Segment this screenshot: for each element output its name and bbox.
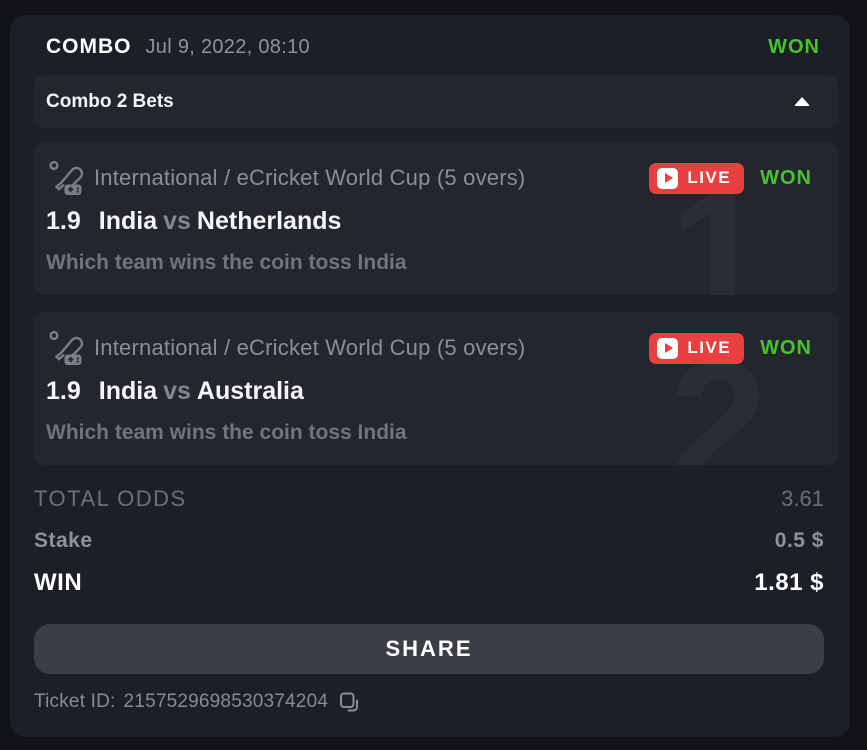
bet-ticket-card: COMBO Jul 9, 2022, 08:10 WON Combo 2 Bet…: [10, 15, 850, 737]
combo-collapse-bar[interactable]: Combo 2 Bets: [34, 75, 838, 128]
bet-match-line: 1.9 India vs Australia: [46, 377, 812, 406]
ecricket-icon: [49, 330, 84, 365]
away-team: Netherlands: [196, 207, 342, 235]
play-icon: [657, 337, 679, 359]
live-badge-label: LIVE: [687, 338, 732, 357]
ticket-id-row: Ticket ID: 2157529698530374204: [34, 691, 824, 713]
bet-status-badge: WON: [760, 336, 812, 359]
play-icon: [657, 167, 679, 189]
vs-label: vs: [163, 377, 191, 405]
bet-market: Which team wins the coin toss India: [46, 251, 407, 274]
share-button[interactable]: SHARE: [34, 624, 824, 674]
stake-value: 0.5 $: [774, 529, 824, 552]
win-row: WIN 1.81 $: [34, 562, 824, 604]
total-odds-value: 3.61: [781, 486, 824, 511]
ecricket-icon: [49, 160, 84, 195]
win-value: 1.81 $: [754, 569, 824, 596]
combo-bar-title: Combo 2 Bets: [46, 90, 174, 112]
bet-match-line: 1.9 India vs Netherlands: [46, 207, 812, 236]
win-label: WIN: [34, 569, 83, 596]
total-odds-label: TOTAL ODDS: [34, 486, 187, 511]
ticket-header: COMBO Jul 9, 2022, 08:10 WON: [10, 15, 850, 73]
bet-league: International / eCricket World Cup (5 ov…: [94, 335, 526, 360]
live-badge[interactable]: LIVE: [649, 162, 745, 194]
live-badge[interactable]: LIVE: [649, 332, 745, 364]
home-team: India: [98, 377, 158, 405]
bet-league: International / eCricket World Cup (5 ov…: [94, 165, 526, 190]
ticket-id-value: 2157529698530374204: [123, 691, 329, 712]
bet-item-2: 2 International / eCricket World: [34, 312, 838, 465]
chevron-up-icon[interactable]: [794, 97, 810, 106]
ticket-date: Jul 9, 2022, 08:10: [145, 35, 310, 58]
bet-item-1: 1 International / eCricket World: [34, 142, 838, 295]
bet-market: Which team wins the coin toss India: [46, 421, 407, 444]
home-team: India: [98, 207, 158, 235]
ticket-status-badge: WON: [768, 35, 820, 58]
stake-row: Stake 0.5 $: [34, 520, 824, 562]
ticket-id-label: Ticket ID:: [34, 691, 116, 712]
copy-icon[interactable]: [338, 691, 360, 713]
bet-odds: 1.9: [46, 377, 81, 405]
total-odds-row: TOTAL ODDS 3.61: [34, 478, 824, 520]
away-team: Australia: [196, 377, 304, 405]
vs-label: vs: [163, 207, 191, 235]
bet-status-badge: WON: [760, 166, 812, 189]
stake-label: Stake: [34, 529, 93, 552]
bet-type-label: COMBO: [46, 35, 132, 58]
bet-odds: 1.9: [46, 207, 81, 235]
totals-section: TOTAL ODDS 3.61 Stake 0.5 $ WIN 1.81 $: [34, 478, 824, 604]
live-badge-label: LIVE: [687, 168, 732, 187]
